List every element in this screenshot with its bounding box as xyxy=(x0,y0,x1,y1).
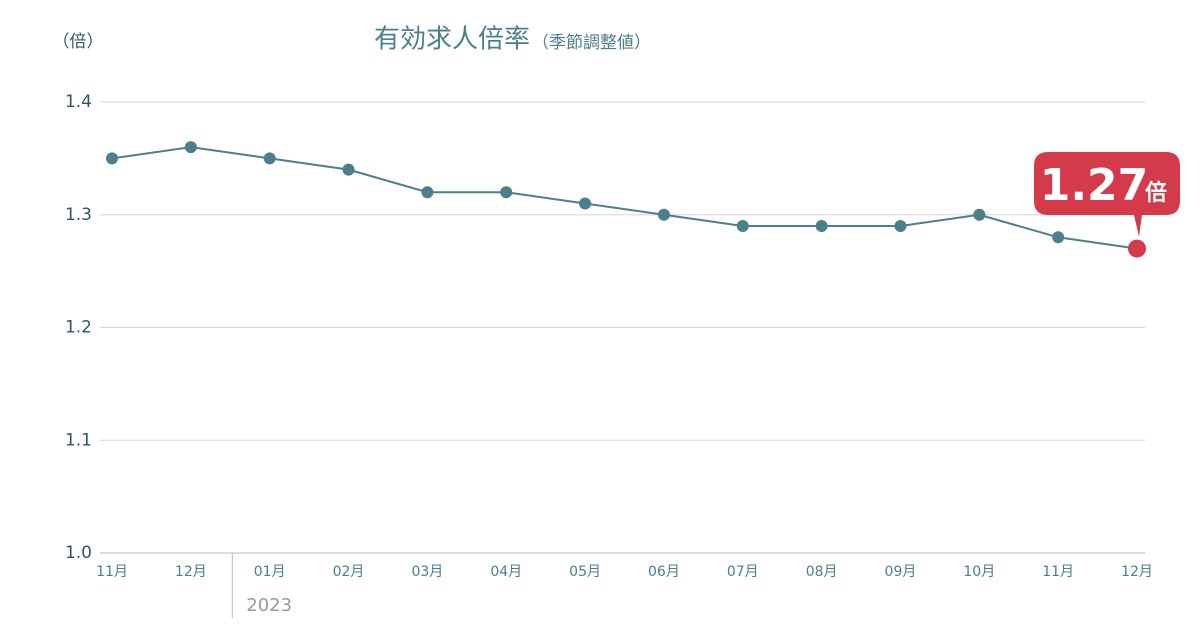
y-tick-label: 1.1 xyxy=(65,430,92,450)
x-tick-label: 10月 xyxy=(963,564,995,580)
x-tick-label: 11月 xyxy=(1042,564,1074,580)
x-tick-label: 01月 xyxy=(254,564,286,580)
x-tick-label: 03月 xyxy=(411,564,443,580)
point xyxy=(263,152,276,165)
x-tick-label: 08月 xyxy=(806,564,838,580)
point xyxy=(657,208,670,221)
point xyxy=(500,186,513,199)
y-tick-label: 1.0 xyxy=(65,543,92,563)
x-tick-label: 11月 xyxy=(96,564,128,580)
x-tick-label: 02月 xyxy=(333,564,365,580)
point xyxy=(1128,239,1146,258)
x-tick-label: 12月 xyxy=(175,564,207,580)
point xyxy=(184,141,197,154)
point xyxy=(342,163,355,176)
year-label: 2023 xyxy=(246,595,292,616)
line xyxy=(111,146,1138,250)
x-tick-label: 07月 xyxy=(727,564,759,580)
point xyxy=(579,197,592,210)
point xyxy=(421,186,434,199)
point xyxy=(106,152,118,165)
y-tick-label: 1.3 xyxy=(65,205,92,225)
y-tick-label: 1.4 xyxy=(65,92,92,112)
point xyxy=(815,220,828,233)
chart-subtitle: （季節調整値） xyxy=(532,33,651,53)
point xyxy=(973,208,986,221)
point xyxy=(1052,231,1065,244)
point xyxy=(894,220,907,233)
y-tick-label: 1.2 xyxy=(65,318,92,338)
callout-value: 1.27 xyxy=(1040,160,1149,211)
y-unit-label: （倍） xyxy=(53,32,104,52)
x-tick-label: 12月 xyxy=(1121,564,1153,580)
point xyxy=(736,220,749,233)
x-tick-label: 06月 xyxy=(648,564,680,580)
x-tick-label: 04月 xyxy=(490,564,522,580)
callout-box xyxy=(1034,152,1180,237)
callout-unit: 倍 xyxy=(1145,180,1167,206)
chart-title: 有効求人倍率 xyxy=(374,25,530,55)
x-tick-label: 09月 xyxy=(885,564,917,580)
x-tick-label: 05月 xyxy=(569,564,601,580)
